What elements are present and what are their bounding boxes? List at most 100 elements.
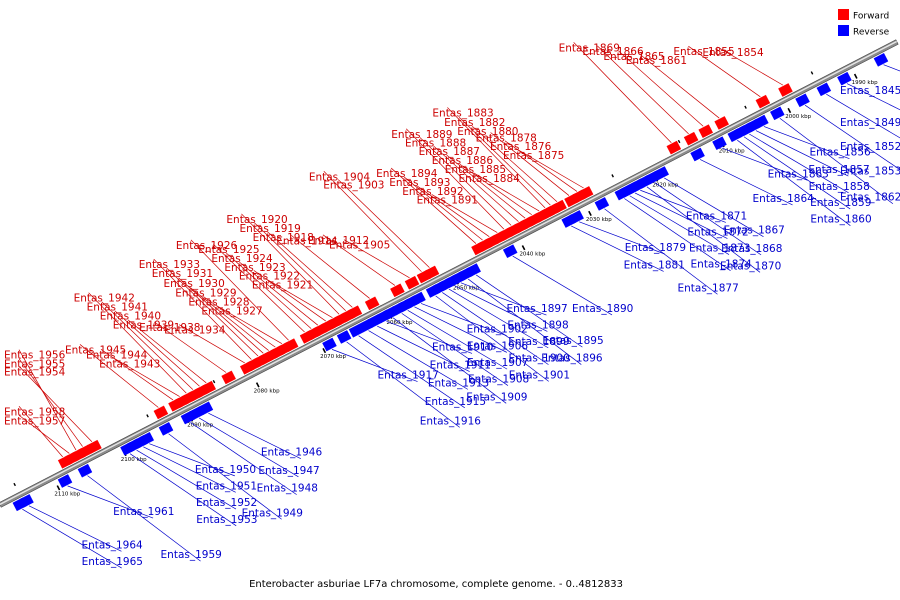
- forward-gene-label[interactable]: Entas_1941: [87, 302, 148, 314]
- reverse-gene-label[interactable]: Entas_1952: [196, 497, 257, 509]
- forward-gene-label[interactable]: Entas_1919: [239, 223, 300, 235]
- forward-gene-label[interactable]: Entas_1903: [323, 180, 384, 192]
- reverse-gene-label[interactable]: Entas_1909: [466, 391, 527, 403]
- reverse-gene-label[interactable]: Entas_1906: [467, 340, 529, 352]
- forward-gene-label[interactable]: Entas_1933: [139, 259, 200, 271]
- forward-gene-label[interactable]: Entas_1882: [444, 117, 505, 129]
- forward-gene-label[interactable]: Entas_1958: [4, 406, 65, 418]
- reverse-gene-label[interactable]: Entas_1951: [196, 480, 257, 492]
- reverse-gene-label[interactable]: Entas_1913: [428, 377, 489, 389]
- reverse-gene-label[interactable]: Entas_1899: [508, 336, 569, 348]
- reverse-gene-label[interactable]: Entas_1849: [840, 117, 900, 129]
- forward-gene-label[interactable]: Entas_1920: [226, 214, 287, 226]
- forward-gene-label[interactable]: Entas_1925: [198, 244, 259, 256]
- forward-gene-label[interactable]: Entas_1865: [603, 51, 664, 63]
- reverse-gene-label[interactable]: Entas_1948: [257, 483, 318, 495]
- forward-gene-label[interactable]: Entas_1893: [389, 177, 450, 189]
- reverse-gene-label[interactable]: Entas_1857: [808, 164, 869, 176]
- forward-gene-label[interactable]: Entas_1954: [4, 366, 66, 378]
- forward-gene-label[interactable]: Entas_1885: [445, 164, 506, 176]
- reverse-gene-label[interactable]: Entas_1965: [82, 556, 143, 568]
- reverse-gene-label[interactable]: Entas_1911: [430, 360, 491, 372]
- forward-gene-label[interactable]: Entas_1929: [175, 288, 236, 300]
- reverse-gene-label[interactable]: Entas_1853: [840, 165, 900, 177]
- forward-gene-label[interactable]: Entas_1939: [113, 320, 174, 332]
- reverse-gene-label[interactable]: Entas_1910: [432, 341, 493, 353]
- forward-gene-label[interactable]: Entas_1869: [559, 42, 620, 54]
- reverse-gene-label[interactable]: Entas_1870: [720, 260, 781, 272]
- forward-gene-label[interactable]: Entas_1905: [329, 240, 390, 252]
- reverse-gene-label[interactable]: Entas_1890: [572, 303, 633, 315]
- forward-gene-label[interactable]: Entas_1887: [419, 146, 480, 158]
- reverse-gene-label[interactable]: Entas_1845: [840, 85, 900, 97]
- forward-gene-label[interactable]: Entas_1892: [402, 186, 463, 198]
- forward-gene-label[interactable]: Entas_1914: [276, 235, 338, 247]
- forward-gene-label[interactable]: Entas_1945: [65, 344, 126, 356]
- reverse-gene-label[interactable]: Entas_1863: [768, 168, 829, 180]
- reverse-gene-label[interactable]: Entas_1896: [541, 353, 603, 365]
- forward-gene-label[interactable]: Entas_1889: [391, 129, 452, 141]
- forward-gene-label[interactable]: Entas_1923: [224, 262, 285, 274]
- forward-gene-label[interactable]: Entas_1888: [405, 137, 466, 149]
- forward-gene-label[interactable]: Entas_1957: [4, 415, 65, 427]
- forward-gene-label[interactable]: Entas_1880: [457, 126, 518, 138]
- forward-gene-label[interactable]: Entas_1855: [673, 46, 734, 58]
- forward-gene-label[interactable]: Entas_1883: [432, 108, 493, 120]
- reverse-gene-label[interactable]: Entas_1860: [810, 214, 871, 226]
- forward-gene-label[interactable]: Entas_1921: [252, 279, 313, 291]
- forward-gene-label[interactable]: Entas_1854: [702, 47, 764, 59]
- forward-gene-label[interactable]: Entas_1918: [253, 232, 314, 244]
- forward-gene-label[interactable]: Entas_1884: [459, 173, 521, 185]
- forward-gene-label[interactable]: Entas_1904: [309, 171, 371, 183]
- forward-gene-label[interactable]: Entas_1922: [239, 270, 300, 282]
- reverse-gene-label[interactable]: Entas_1947: [258, 465, 319, 477]
- forward-gene-label[interactable]: Entas_1940: [100, 311, 161, 323]
- forward-gene-label[interactable]: Entas_1942: [74, 293, 135, 305]
- reverse-gene-label[interactable]: Entas_1953: [196, 514, 257, 526]
- forward-gene-label[interactable]: Entas_1955: [4, 359, 65, 371]
- reverse-gene-label[interactable]: Entas_1852: [840, 141, 900, 153]
- reverse-gene-label[interactable]: Entas_1961: [113, 506, 174, 518]
- reverse-gene-label[interactable]: Entas_1964: [81, 539, 143, 551]
- forward-gene-label[interactable]: Entas_1912: [308, 235, 369, 247]
- forward-gene-label[interactable]: Entas_1931: [152, 268, 213, 280]
- forward-gene-label[interactable]: Entas_1886: [432, 155, 494, 167]
- reverse-gene-label[interactable]: Entas_1868: [721, 243, 782, 255]
- reverse-gene-label[interactable]: Entas_1858: [809, 181, 870, 193]
- reverse-gene-label[interactable]: Entas_1908: [468, 374, 529, 386]
- reverse-gene-label[interactable]: Entas_1917: [378, 370, 439, 382]
- reverse-gene-label[interactable]: Entas_1907: [467, 357, 528, 369]
- reverse-gene-label[interactable]: Entas_1864: [753, 193, 815, 205]
- reverse-gene-label[interactable]: Entas_1915: [425, 396, 486, 408]
- forward-gene-label[interactable]: Entas_1934: [164, 325, 226, 337]
- reverse-gene-label[interactable]: Entas_1949: [242, 507, 303, 519]
- forward-gene-label[interactable]: Entas_1875: [503, 150, 564, 162]
- reverse-gene-label[interactable]: Entas_1959: [161, 549, 222, 561]
- reverse-gene-label[interactable]: Entas_1901: [509, 369, 570, 381]
- forward-gene-label[interactable]: Entas_1924: [211, 253, 273, 265]
- reverse-gene-label[interactable]: Entas_1856: [809, 147, 871, 159]
- reverse-gene-label[interactable]: Entas_1950: [195, 464, 256, 476]
- forward-gene-label[interactable]: Entas_1878: [476, 132, 537, 144]
- reverse-gene-label[interactable]: Entas_1881: [624, 259, 685, 271]
- reverse-gene-label[interactable]: Entas_1879: [625, 242, 686, 254]
- forward-gene-label[interactable]: Entas_1894: [376, 168, 438, 180]
- reverse-gene-label[interactable]: Entas_1902: [467, 324, 528, 336]
- forward-gene-label[interactable]: Entas_1927: [201, 306, 262, 318]
- forward-gene-label[interactable]: Entas_1891: [417, 194, 478, 206]
- reverse-gene-label[interactable]: Entas_1871: [686, 210, 747, 222]
- forward-gene-label[interactable]: Entas_1928: [188, 297, 249, 309]
- forward-gene-label[interactable]: Entas_1866: [582, 46, 644, 58]
- reverse-gene-label[interactable]: Entas_1877: [677, 282, 738, 294]
- reverse-gene-label[interactable]: Entas_1916: [420, 415, 482, 427]
- forward-gene-label[interactable]: Entas_1938: [139, 322, 200, 334]
- reverse-gene-label[interactable]: Entas_1895: [542, 335, 603, 347]
- reverse-gene-label[interactable]: Entas_1898: [507, 319, 568, 331]
- reverse-gene-label[interactable]: Entas_1872: [687, 227, 748, 239]
- reverse-gene-label[interactable]: Entas_1946: [261, 447, 323, 459]
- forward-gene-label[interactable]: Entas_1943: [99, 358, 160, 370]
- forward-gene-label[interactable]: Entas_1956: [4, 350, 66, 362]
- forward-gene-label[interactable]: Entas_1926: [176, 240, 238, 252]
- reverse-gene-label[interactable]: Entas_1873: [689, 243, 750, 255]
- forward-gene-label[interactable]: Entas_1876: [490, 141, 552, 153]
